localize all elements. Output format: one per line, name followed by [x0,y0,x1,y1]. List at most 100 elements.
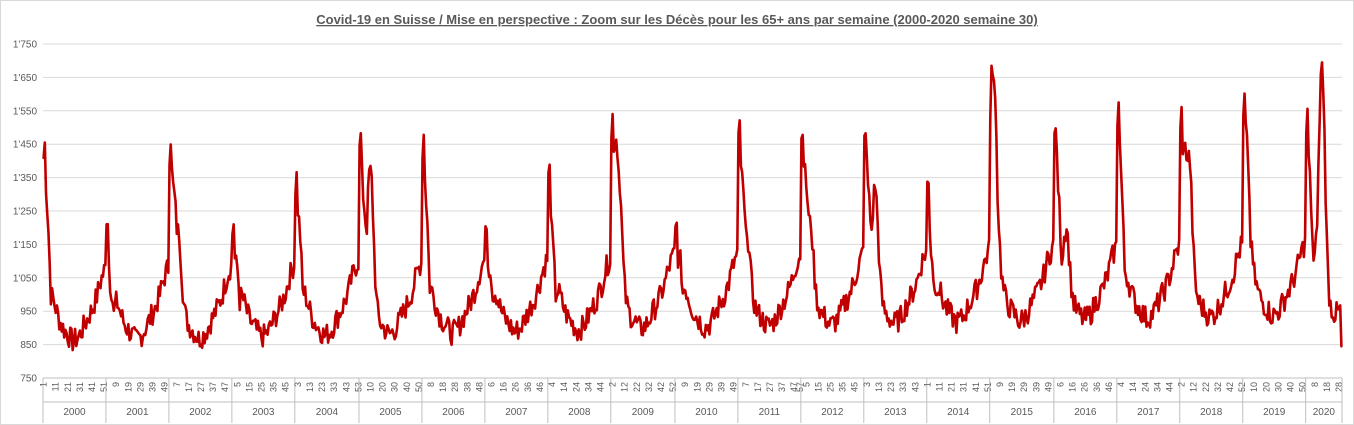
week-tick-label: 21 [947,382,957,392]
week-tick-label: 50 [1298,382,1308,392]
week-tick-label: 41 [971,382,981,392]
week-tick-label: 36 [523,382,533,392]
week-tick-label: 29 [1019,382,1029,392]
week-tick-label: 53 [353,382,363,392]
week-tick-label: 39 [717,382,727,392]
week-tick-label: 24 [571,382,581,392]
week-tick-label: 44 [595,382,605,392]
week-tick-label: 3 [862,382,872,387]
week-tick-label: 14 [1128,382,1138,392]
week-tick-label: 49 [729,382,739,392]
week-tick-label: 27 [196,382,206,392]
week-tick-label: 1 [39,382,49,387]
week-tick-label: 47 [789,382,799,392]
week-tick-label: 27 [765,382,775,392]
week-tick-label: 3 [293,382,303,387]
gridlines [43,43,1342,379]
week-tick-label: 4 [1116,382,1126,387]
y-axis-tick-labels: 750 850 950 1'050 1'150 1'250 1'350 1'450 1'550 1… [13,40,38,385]
y-tick-label: 1'350 [13,173,38,184]
series-line-deaths-65plus [42,61,1343,352]
year-label: 2003 [252,407,275,418]
y-tick-label: 750 [20,374,37,385]
y-tick-label: 850 [20,340,37,351]
year-label: 2002 [189,407,212,418]
week-tick-label: 49 [160,382,170,392]
week-tick-label: 17 [753,382,763,392]
week-tick-label: 15 [813,382,823,392]
week-tick-label: 28 [1334,382,1344,392]
week-tick-label: 45 [281,382,291,392]
week-tick-label: 30 [1273,382,1283,392]
week-tick-label: 28 [450,382,460,392]
week-tick-label: 39 [1031,382,1041,392]
week-tick-label: 26 [511,382,521,392]
week-tick-label: 9 [680,382,690,387]
week-tick-label: 6 [487,382,497,387]
y-tick-label: 1'150 [13,240,38,251]
y-tick-label: 1'250 [13,207,38,218]
week-tick-label: 22 [1201,382,1211,392]
week-tick-label: 34 [1152,382,1162,392]
week-tick-label: 24 [1140,382,1150,392]
week-tick-label: 13 [874,382,884,392]
week-tick-label: 14 [559,382,569,392]
y-tick-label: 950 [20,307,37,318]
week-tick-label: 11 [934,382,944,391]
week-tick-label: 48 [474,382,484,392]
week-tick-label: 47 [220,382,230,392]
week-tick-label: 42 [1225,382,1235,392]
year-label: 2010 [695,407,718,418]
week-tick-label: 40 [402,382,412,392]
week-tick-label: 8 [426,382,436,387]
week-tick-label: 2 [608,382,618,387]
week-tick-label: 46 [1104,382,1114,392]
week-tick-label: 7 [172,382,182,387]
week-tick-label: 41 [87,382,97,392]
week-tick-label: 20 [1261,382,1271,392]
y-tick-label: 1'550 [13,106,38,117]
week-tick-label: 37 [208,382,218,392]
week-tick-label: 29 [135,382,145,392]
year-label: 2020 [1313,407,1336,418]
week-tick-label: 42 [656,382,666,392]
week-tick-label: 5 [801,382,811,387]
week-tick-label: 1 [922,382,932,387]
week-tick-label: 19 [692,382,702,392]
week-tick-label: 52 [668,382,678,392]
chart-title: Covid-19 en Suisse / Mise en perspective… [316,12,1037,27]
week-tick-label: 18 [438,382,448,392]
year-label: 2009 [632,407,655,418]
week-tick-label: 25 [257,382,267,392]
week-tick-label: 10 [365,382,375,392]
week-tick-label: 11 [51,382,61,391]
week-tick-label: 23 [886,382,896,392]
week-tick-label: 22 [632,382,642,392]
week-tick-label: 52 [1237,382,1247,392]
week-tick-label: 57 [795,382,805,392]
week-tick-label: 16 [1068,382,1078,392]
week-tick-label: 2 [1177,382,1187,387]
week-tick-label: 33 [329,382,339,392]
week-tick-label: 17 [184,382,194,392]
year-label: 2012 [821,407,844,418]
year-label: 2013 [884,407,907,418]
week-tick-label: 18 [1322,382,1332,392]
week-tick-label: 23 [317,382,327,392]
week-tick-label: 20 [378,382,388,392]
week-tick-label: 38 [462,382,472,392]
week-tick-label: 4 [547,382,557,387]
year-label: 2004 [316,407,339,418]
week-tick-label: 45 [850,382,860,392]
week-tick-label: 36 [1092,382,1102,392]
week-tick-label: 12 [620,382,630,392]
y-tick-label: 1'650 [13,73,38,84]
year-label: 2019 [1263,407,1286,418]
week-tick-label: 19 [1007,382,1017,392]
year-label: 2018 [1200,407,1223,418]
week-tick-label: 13 [305,382,315,392]
week-tick-label: 25 [826,382,836,392]
week-tick-label: 6 [1056,382,1066,387]
